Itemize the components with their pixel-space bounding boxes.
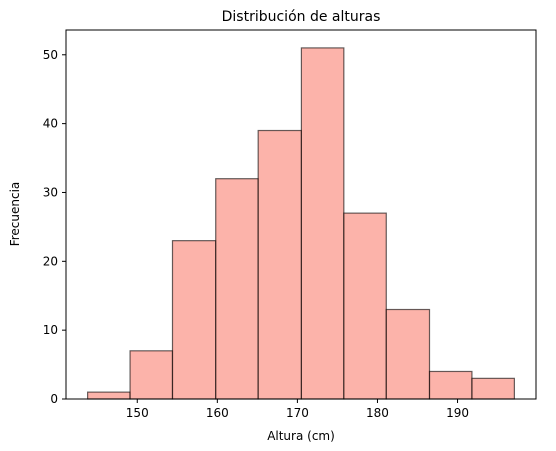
y-tick-label: 30 xyxy=(43,185,58,199)
histogram-bar-6 xyxy=(300,47,345,400)
y-tick-label: 0 xyxy=(50,392,58,406)
histogram-bar-7 xyxy=(343,212,387,400)
y-axis-label: Frecuencia xyxy=(8,182,22,247)
x-tick-label: 190 xyxy=(446,406,469,420)
histogram-bar-9 xyxy=(428,370,473,400)
x-tick-label: 170 xyxy=(286,406,309,420)
histogram-bar-4 xyxy=(215,178,259,400)
histogram-bar-5 xyxy=(257,129,303,400)
chart-title: Distribución de alturas xyxy=(222,9,381,25)
x-axis-label: Altura (cm) xyxy=(267,429,335,443)
y-axis: 0 10 20 30 40 50 xyxy=(43,48,66,406)
bars-group xyxy=(87,47,515,400)
y-tick-label: 40 xyxy=(43,117,58,131)
y-tick-label: 10 xyxy=(43,323,58,337)
histogram-bar-2 xyxy=(129,350,174,400)
x-axis: 150 160 170 180 190 xyxy=(126,399,469,420)
histogram-bar-8 xyxy=(385,308,431,400)
y-tick-label: 20 xyxy=(43,254,58,268)
y-tick-label: 50 xyxy=(43,48,58,62)
histogram-bar-10 xyxy=(471,377,515,400)
x-tick-label: 180 xyxy=(366,406,389,420)
histogram-bar-1 xyxy=(87,391,131,400)
plot-frame xyxy=(65,29,537,400)
histogram-bar-3 xyxy=(171,240,217,400)
x-tick-label: 160 xyxy=(206,406,229,420)
x-tick-label: 150 xyxy=(126,406,149,420)
